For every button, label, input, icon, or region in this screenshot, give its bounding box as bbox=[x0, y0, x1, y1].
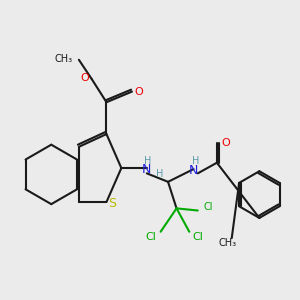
Text: H: H bbox=[156, 169, 163, 179]
Text: Cl: Cl bbox=[204, 202, 213, 212]
Text: H: H bbox=[192, 156, 199, 166]
Text: O: O bbox=[81, 73, 90, 83]
Text: CH₃: CH₃ bbox=[54, 54, 73, 64]
Text: O: O bbox=[221, 138, 230, 148]
Text: H: H bbox=[144, 156, 152, 166]
Text: Cl: Cl bbox=[192, 232, 203, 242]
Text: S: S bbox=[108, 196, 116, 210]
Text: N: N bbox=[142, 163, 152, 176]
Text: O: O bbox=[134, 87, 143, 97]
Text: Cl: Cl bbox=[146, 232, 157, 242]
Text: CH₃: CH₃ bbox=[218, 238, 237, 248]
Text: N: N bbox=[189, 164, 198, 177]
